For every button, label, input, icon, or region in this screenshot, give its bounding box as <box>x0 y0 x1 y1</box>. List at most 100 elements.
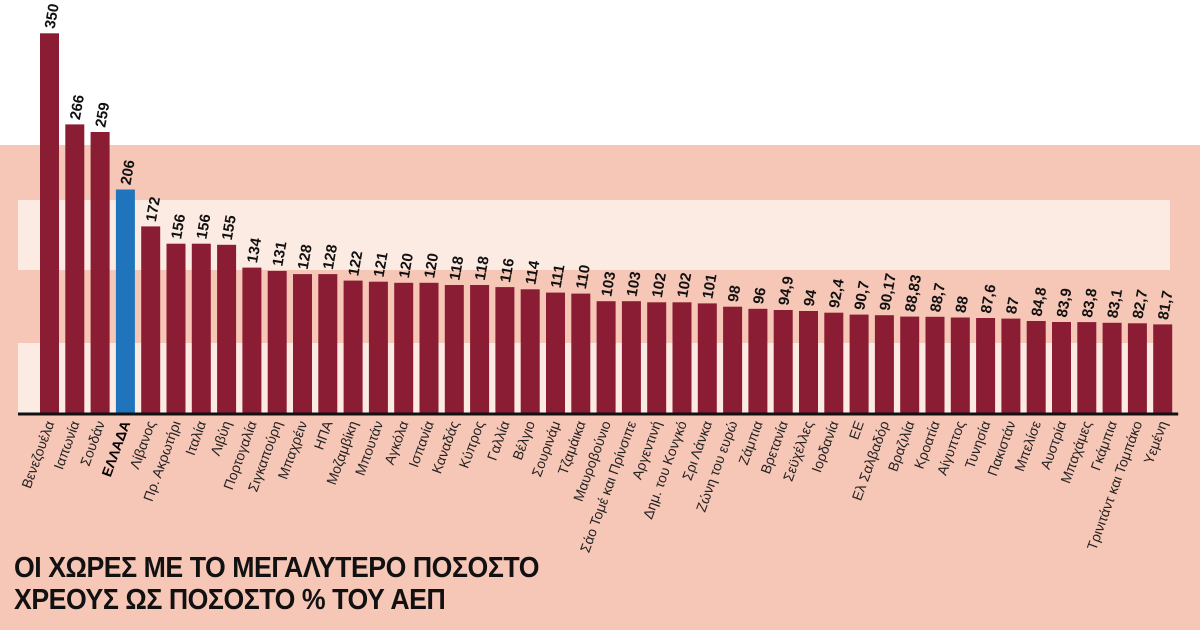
bar <box>546 292 565 413</box>
value-label: 131 <box>269 240 290 268</box>
bar <box>748 308 768 413</box>
value-label: 101 <box>699 272 720 300</box>
value-label: 121 <box>371 251 392 279</box>
value-label: 90,17 <box>877 272 900 312</box>
bar <box>267 270 287 413</box>
bar <box>799 311 818 413</box>
value-label: 116 <box>497 257 518 284</box>
bar <box>1127 323 1147 413</box>
bar <box>672 302 692 413</box>
value-label: 118 <box>472 255 493 282</box>
value-label: 88 <box>952 295 972 314</box>
value-label: 266 <box>67 93 88 121</box>
bar <box>976 318 996 413</box>
value-label: 82,7 <box>1130 288 1152 320</box>
value-label: 96 <box>750 286 770 305</box>
bar <box>950 317 970 413</box>
value-label: 83,1 <box>1104 288 1126 320</box>
bar <box>697 303 717 413</box>
bar <box>1026 321 1046 413</box>
bar <box>925 316 945 413</box>
value-label: 102 <box>649 271 670 299</box>
bar <box>343 280 363 413</box>
value-label: 94 <box>801 288 821 308</box>
bar <box>166 243 186 413</box>
bar <box>444 285 464 413</box>
value-label: 103 <box>624 270 645 298</box>
chart-title: ΟΙ ΧΩΡΕΣ ΜΕ ΤΟ ΜΕΓΑΛΥΤΕΡΟ ΠΟΣΟΣΤΟ ΧΡΕΟΥΣ… <box>14 552 539 616</box>
bar <box>242 267 262 413</box>
chart-title-line-2: ΧΡΕΟΥΣ ΩΣ ΠΟΣΟΣΤΟ % ΤΟΥ ΑΕΠ <box>14 584 446 616</box>
value-label: 122 <box>345 250 366 278</box>
bar <box>874 315 894 413</box>
value-label: 172 <box>143 195 164 223</box>
bar <box>1001 318 1021 413</box>
bar <box>520 289 540 413</box>
value-label: 94,9 <box>775 275 797 307</box>
bar <box>191 243 211 413</box>
bar <box>394 282 414 413</box>
value-label: 83,9 <box>1054 287 1076 319</box>
value-label: 118 <box>446 255 467 282</box>
bar <box>1077 322 1097 413</box>
background-band-light <box>18 200 1170 270</box>
bar <box>1102 322 1122 413</box>
value-label: 120 <box>421 252 442 280</box>
bar-highlight <box>115 189 135 413</box>
bar <box>217 244 237 413</box>
value-label: 114 <box>522 259 543 286</box>
value-label: 103 <box>598 270 619 298</box>
value-label: 206 <box>118 159 139 187</box>
value-label: 83,8 <box>1079 287 1101 319</box>
bars <box>40 33 1173 414</box>
value-label: 128 <box>320 243 341 271</box>
bar <box>647 302 667 413</box>
bar <box>571 293 591 413</box>
value-label: 90,7 <box>851 280 873 312</box>
background-band-light <box>18 343 1170 413</box>
value-label: 87 <box>1003 296 1023 315</box>
bar <box>621 301 641 413</box>
bar <box>318 274 338 413</box>
value-label: 88,7 <box>927 282 949 314</box>
bar <box>723 306 743 413</box>
value-label: 98 <box>725 284 745 303</box>
bar <box>596 301 616 413</box>
bar <box>773 310 793 413</box>
value-label: 128 <box>295 243 316 271</box>
bar <box>849 314 869 413</box>
value-label: 259 <box>92 101 113 129</box>
value-label: 81,7 <box>1155 289 1177 321</box>
value-label: 84,8 <box>1028 286 1050 318</box>
value-label: 120 <box>396 252 417 280</box>
value-label: 88,83 <box>902 273 925 313</box>
bar <box>1153 324 1173 413</box>
bar <box>470 285 490 413</box>
value-label: 156 <box>168 213 189 241</box>
value-label: 111 <box>548 263 569 289</box>
value-label: 134 <box>244 236 265 264</box>
bar <box>90 132 110 413</box>
bar <box>495 287 515 413</box>
value-label: 350 <box>42 2 63 30</box>
category-label: ΕΕ <box>845 419 866 442</box>
bar <box>900 316 920 413</box>
value-label: 156 <box>193 213 214 241</box>
bar <box>824 312 844 413</box>
value-label: 155 <box>219 214 240 242</box>
bar <box>40 33 59 414</box>
bar <box>1052 322 1071 413</box>
bar <box>293 274 312 413</box>
value-label: 92,4 <box>826 277 848 309</box>
bar <box>141 226 161 413</box>
value-label: 87,6 <box>978 283 1000 315</box>
bar <box>65 124 85 414</box>
bar <box>368 281 388 413</box>
value-label: 102 <box>674 271 695 299</box>
chart-title-line-1: ΟΙ ΧΩΡΕΣ ΜΕ ΤΟ ΜΕΓΑΛΥΤΕΡΟ ΠΟΣΟΣΤΟ <box>14 552 540 584</box>
value-label: 110 <box>573 264 594 291</box>
bar <box>419 282 439 413</box>
